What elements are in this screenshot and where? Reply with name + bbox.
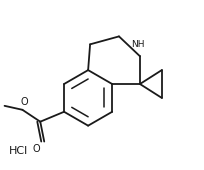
Text: O: O [20,97,28,107]
Text: O: O [32,144,40,155]
Text: HCl: HCl [9,146,28,156]
Text: NH: NH [131,40,144,49]
